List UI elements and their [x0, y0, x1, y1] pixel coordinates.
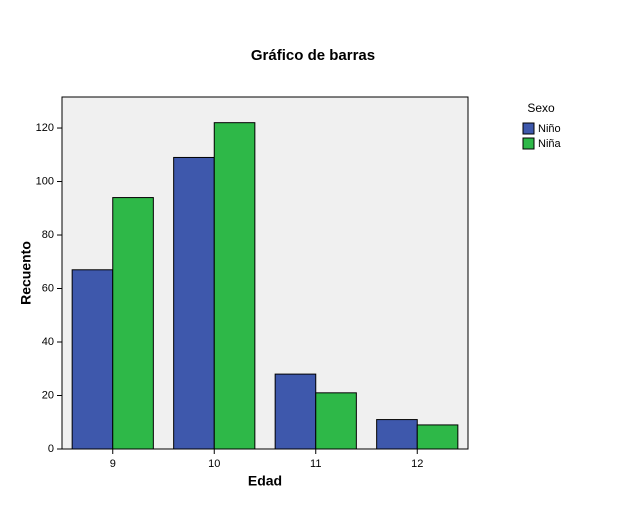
bar [112, 197, 154, 450]
chart-title: Gráfico de barras [251, 47, 375, 64]
x-tick-label: 10 [208, 458, 220, 470]
y-tick-label: 120 [36, 122, 54, 134]
x-tick-label: 11 [310, 458, 321, 470]
y-tick-label: 60 [42, 282, 54, 294]
y-tick-label: 20 [42, 389, 54, 401]
y-axis-title: Recuento [18, 241, 34, 305]
legend-label: Niño [538, 123, 561, 135]
bar [416, 424, 459, 450]
bar [173, 156, 215, 450]
bar [213, 122, 256, 450]
y-tick-label: 40 [42, 336, 54, 348]
y-tick-label: 80 [42, 229, 54, 241]
bar [274, 373, 317, 450]
legend-label: Niña [538, 138, 562, 150]
bar [315, 392, 357, 450]
y-tick-label: 100 [36, 175, 54, 187]
legend-swatch [522, 122, 535, 135]
x-tick-label: 12 [411, 458, 423, 470]
legend-title: Sexo [527, 101, 555, 115]
x-tick-label: 9 [110, 458, 116, 470]
legend-swatch [522, 137, 535, 150]
y-tick-label: 0 [48, 443, 54, 455]
bar [71, 269, 114, 450]
x-axis-title: Edad [248, 473, 282, 489]
bar [376, 419, 418, 450]
